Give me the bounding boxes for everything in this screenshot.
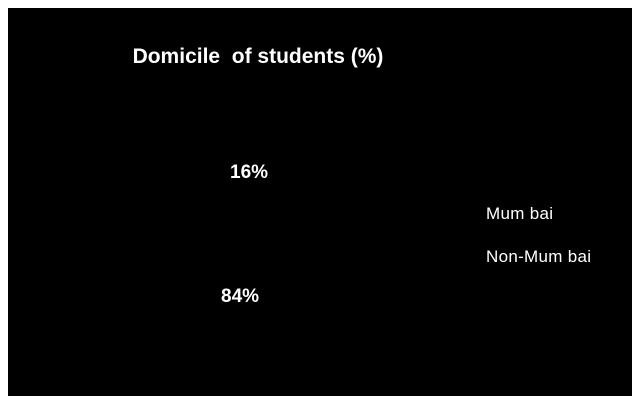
pie-slice-non-mumbai (133, 123, 355, 343)
chart-title: Domicile of students (%) (132, 45, 384, 68)
legend-item-mumbai: Mum bai (470, 204, 554, 224)
legend-swatch-mumbai (470, 209, 480, 219)
chart-area: Domicile of students (%) 16% 84% Mum bai … (8, 8, 632, 396)
pie-chart: 16% 84% (133, 123, 355, 343)
data-label-mumbai: 16% (230, 162, 268, 183)
legend-label-mumbai: Mum bai (486, 204, 554, 223)
pie-slice-mumbai (244, 123, 337, 233)
legend-swatch-non-mumbai (470, 252, 480, 262)
legend-label-non-mumbai: Non-Mum bai (486, 247, 592, 266)
legend-item-non-mumbai: Non-Mum bai (470, 247, 592, 267)
data-label-non-mumbai: 84% (221, 286, 259, 307)
